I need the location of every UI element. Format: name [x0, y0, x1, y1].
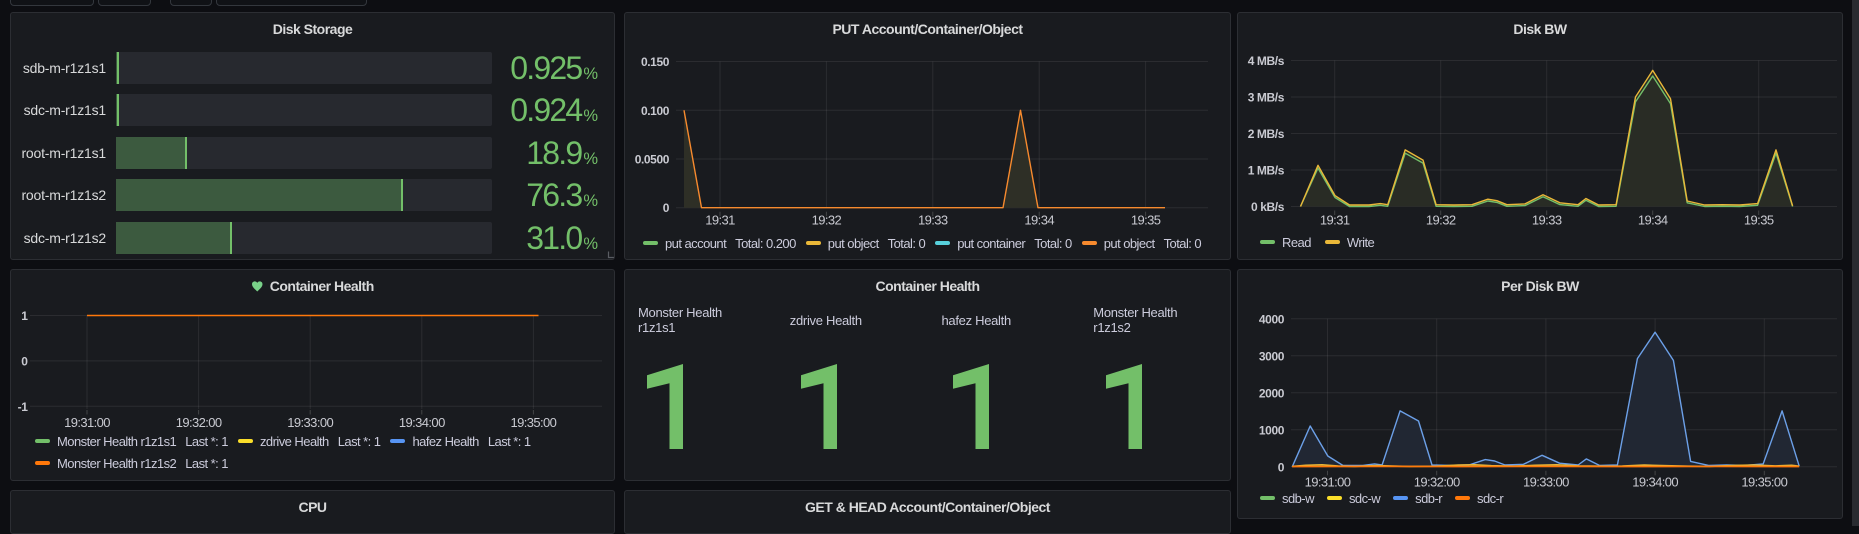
- svg-text:19:35: 19:35: [1131, 213, 1161, 228]
- svg-text:19:33:00: 19:33:00: [1523, 475, 1569, 490]
- svg-text:0.0500: 0.0500: [635, 153, 670, 167]
- svg-text:19:32: 19:32: [812, 213, 842, 228]
- svg-text:19:34:00: 19:34:00: [399, 415, 445, 430]
- svg-text:19:32: 19:32: [1426, 213, 1456, 228]
- svg-text:2000: 2000: [1259, 386, 1285, 400]
- svg-text:1 MB/s: 1 MB/s: [1248, 164, 1285, 178]
- svg-text:19:32:00: 19:32:00: [176, 415, 222, 430]
- svg-text:19:31:00: 19:31:00: [1305, 475, 1351, 490]
- svg-text:19:34:00: 19:34:00: [1632, 475, 1678, 490]
- svg-text:0 kB/s: 0 kB/s: [1251, 200, 1285, 214]
- svg-text:19:33:00: 19:33:00: [287, 415, 333, 430]
- svg-text:0: 0: [21, 354, 28, 368]
- svg-text:0.100: 0.100: [641, 104, 670, 118]
- svg-text:19:34: 19:34: [1638, 213, 1668, 228]
- svg-text:2 MB/s: 2 MB/s: [1248, 127, 1285, 141]
- svg-text:4000: 4000: [1259, 312, 1285, 326]
- svg-text:1: 1: [21, 309, 28, 323]
- svg-text:1000: 1000: [1259, 423, 1285, 437]
- svg-text:19:33: 19:33: [918, 213, 948, 228]
- svg-text:19:31:00: 19:31:00: [64, 415, 110, 430]
- svg-text:0: 0: [663, 201, 670, 215]
- svg-text:19:31: 19:31: [1320, 213, 1350, 228]
- svg-text:19:35:00: 19:35:00: [510, 415, 556, 430]
- svg-text:19:35: 19:35: [1744, 213, 1774, 228]
- svg-text:19:35:00: 19:35:00: [1741, 475, 1787, 490]
- svg-text:19:32:00: 19:32:00: [1414, 475, 1460, 490]
- svg-text:19:31: 19:31: [705, 213, 735, 228]
- svg-text:3000: 3000: [1259, 349, 1285, 363]
- svg-text:3 MB/s: 3 MB/s: [1248, 91, 1285, 105]
- svg-text:0: 0: [1278, 460, 1285, 474]
- svg-text:19:33: 19:33: [1532, 213, 1562, 228]
- svg-text:0.150: 0.150: [641, 55, 670, 69]
- svg-text:4 MB/s: 4 MB/s: [1248, 54, 1285, 68]
- svg-text:19:34: 19:34: [1024, 213, 1054, 228]
- svg-text:-1: -1: [18, 400, 29, 414]
